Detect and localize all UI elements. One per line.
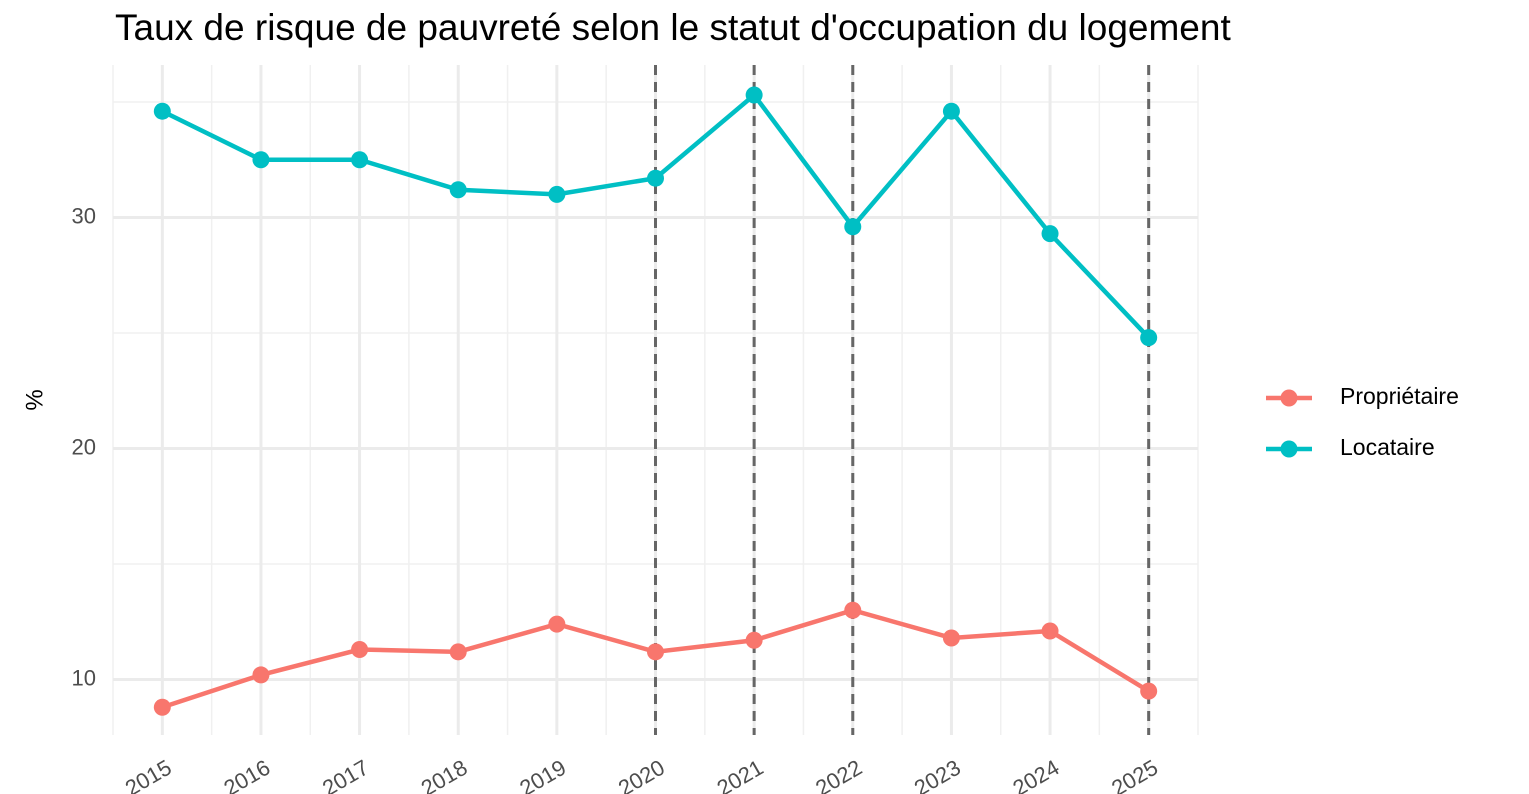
data-point bbox=[1041, 622, 1059, 640]
data-point bbox=[647, 643, 664, 661]
data-point bbox=[548, 185, 566, 203]
x-tick-label: 2017 bbox=[318, 755, 373, 794]
legend-swatch bbox=[1280, 389, 1298, 407]
x-tick-label: 2024 bbox=[1009, 755, 1064, 794]
data-point bbox=[745, 86, 763, 104]
x-tick-label: 2015 bbox=[121, 755, 176, 794]
data-point bbox=[942, 629, 960, 647]
data-point bbox=[942, 102, 960, 120]
x-tick-label: 2021 bbox=[713, 755, 768, 794]
data-point bbox=[449, 643, 467, 661]
x-tick-label: 2025 bbox=[1107, 755, 1162, 794]
x-tick-label: 2023 bbox=[910, 755, 965, 794]
data-point bbox=[153, 698, 171, 716]
legend-label: Locataire bbox=[1340, 434, 1435, 460]
y-tick-label: 30 bbox=[72, 203, 96, 228]
data-point bbox=[351, 151, 369, 169]
data-point bbox=[745, 631, 763, 649]
data-point bbox=[647, 169, 664, 187]
legend-swatch bbox=[1280, 440, 1298, 458]
data-point bbox=[548, 615, 566, 633]
data-point bbox=[844, 601, 862, 619]
y-tick-label: 10 bbox=[72, 665, 96, 690]
data-point bbox=[351, 641, 369, 659]
chart-title: Taux de risque de pauvreté selon le stat… bbox=[115, 7, 1231, 48]
x-tick-label: 2019 bbox=[515, 755, 570, 794]
x-tick-label: 2018 bbox=[417, 755, 472, 794]
data-point bbox=[1140, 329, 1158, 347]
data-point bbox=[449, 181, 467, 199]
y-axis-label: % bbox=[21, 389, 48, 410]
data-point bbox=[252, 666, 270, 684]
legend-label: Propriétaire bbox=[1340, 383, 1459, 409]
data-point bbox=[1140, 682, 1158, 700]
data-point bbox=[844, 218, 862, 236]
data-point bbox=[1041, 225, 1059, 243]
data-point bbox=[153, 102, 171, 120]
x-tick-label: 2020 bbox=[614, 755, 669, 794]
x-tick-label: 2022 bbox=[811, 755, 866, 794]
data-point bbox=[252, 151, 270, 169]
y-tick-label: 20 bbox=[72, 434, 96, 459]
x-tick-label: 2016 bbox=[219, 755, 274, 794]
